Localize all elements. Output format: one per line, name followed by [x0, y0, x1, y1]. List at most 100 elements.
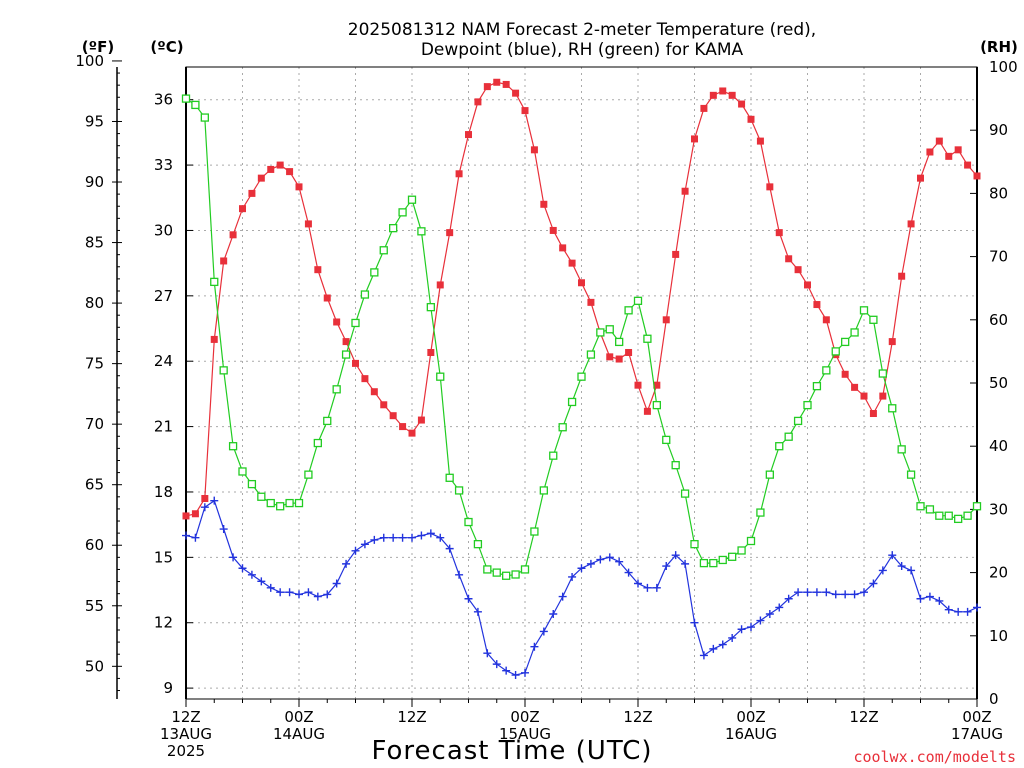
x-tick-label: 00Z: [736, 708, 765, 726]
dewpoint-point: [973, 603, 981, 612]
temperature-point: [841, 370, 849, 378]
rh-point: [530, 527, 539, 536]
temperature-point: [672, 250, 680, 258]
fahrenheit-tick-label: 55: [85, 597, 104, 615]
rh-point: [586, 350, 596, 359]
dewpoint-point: [907, 566, 916, 575]
rh-point: [765, 470, 774, 479]
rh-point: [596, 328, 605, 337]
temperature-point: [935, 137, 943, 145]
dewpoint-point: [747, 623, 755, 632]
dewpoint-point: [831, 590, 840, 599]
dewpoint-point: [586, 559, 595, 568]
dewpoint-point: [812, 588, 821, 597]
dewpoint-point: [784, 594, 793, 603]
rh-point: [888, 404, 897, 413]
fahrenheit-tick-label: 50: [85, 657, 104, 675]
fahrenheit-tick-label: 75: [85, 355, 104, 373]
rh-point: [294, 498, 304, 508]
rh-point: [567, 397, 577, 407]
celsius-unit-label: (ºC): [150, 38, 183, 56]
dewpoint-point: [229, 553, 238, 562]
chart-title-line-2: Dewpoint (blue), RH (green) for KAMA: [421, 40, 744, 60]
fahrenheit-tick-label: 85: [85, 234, 104, 252]
dewpoint-point: [662, 562, 671, 571]
rh-point: [775, 442, 784, 451]
temperature-point: [907, 220, 915, 228]
temperature-point: [568, 259, 576, 267]
temperature-point: [201, 495, 209, 503]
rh-point: [426, 303, 435, 312]
dewpoint-point: [841, 590, 850, 599]
rh-point: [398, 208, 407, 217]
dewpoint-point: [935, 596, 944, 605]
fahrenheit-tick-label: 65: [85, 476, 104, 494]
dewpoint-point: [342, 559, 351, 568]
rh-point: [925, 505, 935, 514]
credit-text: coolwx.com/modelts: [853, 748, 1016, 766]
dewpoint-point: [511, 671, 520, 680]
temperature-point: [917, 174, 924, 182]
dewpoint-point: [492, 660, 501, 669]
celsius-tick-label: 12: [154, 614, 173, 632]
rh-tick-label: 100: [989, 58, 1018, 76]
rh-point: [360, 290, 370, 299]
rh-point: [944, 511, 953, 520]
dewpoint-point: [257, 577, 266, 586]
temperature-point: [728, 91, 736, 99]
dewpoint-point: [718, 640, 727, 649]
dewpoint-point: [200, 503, 209, 512]
temperature-point: [389, 412, 397, 420]
rh-point: [812, 382, 822, 391]
dewpoint-point: [756, 616, 765, 625]
dewpoint-point: [652, 583, 661, 592]
dewpoint-point: [483, 649, 492, 658]
plot-frame: [185, 66, 978, 700]
dewpoint-point: [822, 588, 831, 597]
rh-point: [972, 502, 982, 511]
temperature-point: [436, 281, 444, 289]
dewpoint-point: [323, 590, 332, 599]
rh-point: [859, 306, 869, 315]
rh-point: [266, 498, 275, 508]
dewpoint-point: [954, 607, 963, 616]
temperature-point: [559, 244, 567, 252]
temperature-point: [860, 392, 868, 400]
x-tick-label: 12Z: [623, 708, 652, 726]
celsius-tick-label: 36: [154, 91, 173, 109]
x-tick-label: 00Z: [284, 708, 313, 726]
temperature-point: [342, 338, 350, 346]
temperature-point: [822, 316, 830, 324]
rh-point: [963, 511, 972, 520]
dewpoint-point: [690, 618, 699, 627]
temperature-point: [182, 512, 190, 520]
rh-point: [897, 445, 906, 454]
fahrenheit-tick-label: 60: [85, 536, 104, 554]
temperature-point: [945, 152, 953, 160]
rh-point: [313, 438, 322, 448]
dewpoint-point: [671, 551, 680, 560]
rh-point: [671, 461, 680, 470]
dewpoint-point: [351, 546, 360, 555]
temperature-point: [973, 172, 981, 180]
dewpoint-point: [379, 533, 388, 542]
dewpoint-point: [473, 607, 482, 616]
chart-title-line-1: 2025081312 NAM Forecast 2-meter Temperat…: [348, 20, 816, 40]
dewpoint-point: [304, 588, 313, 597]
temperature-point: [380, 401, 388, 409]
fahrenheit-tick-label: 80: [85, 294, 104, 312]
rh-point: [709, 558, 718, 568]
dewpoint-point: [643, 583, 652, 592]
rh-point: [728, 552, 737, 561]
temperature-point: [295, 183, 303, 191]
dewpoint-point: [775, 603, 784, 612]
temperature-point: [220, 257, 228, 265]
dewpoint-point: [897, 562, 906, 571]
rh-tick-label: 80: [989, 184, 1008, 202]
temperature-point: [191, 510, 199, 518]
dewpoint-point: [916, 594, 925, 603]
celsius-tick-label: 9: [163, 679, 173, 697]
rh-point: [436, 372, 445, 381]
dewpoint-point: [963, 607, 972, 616]
